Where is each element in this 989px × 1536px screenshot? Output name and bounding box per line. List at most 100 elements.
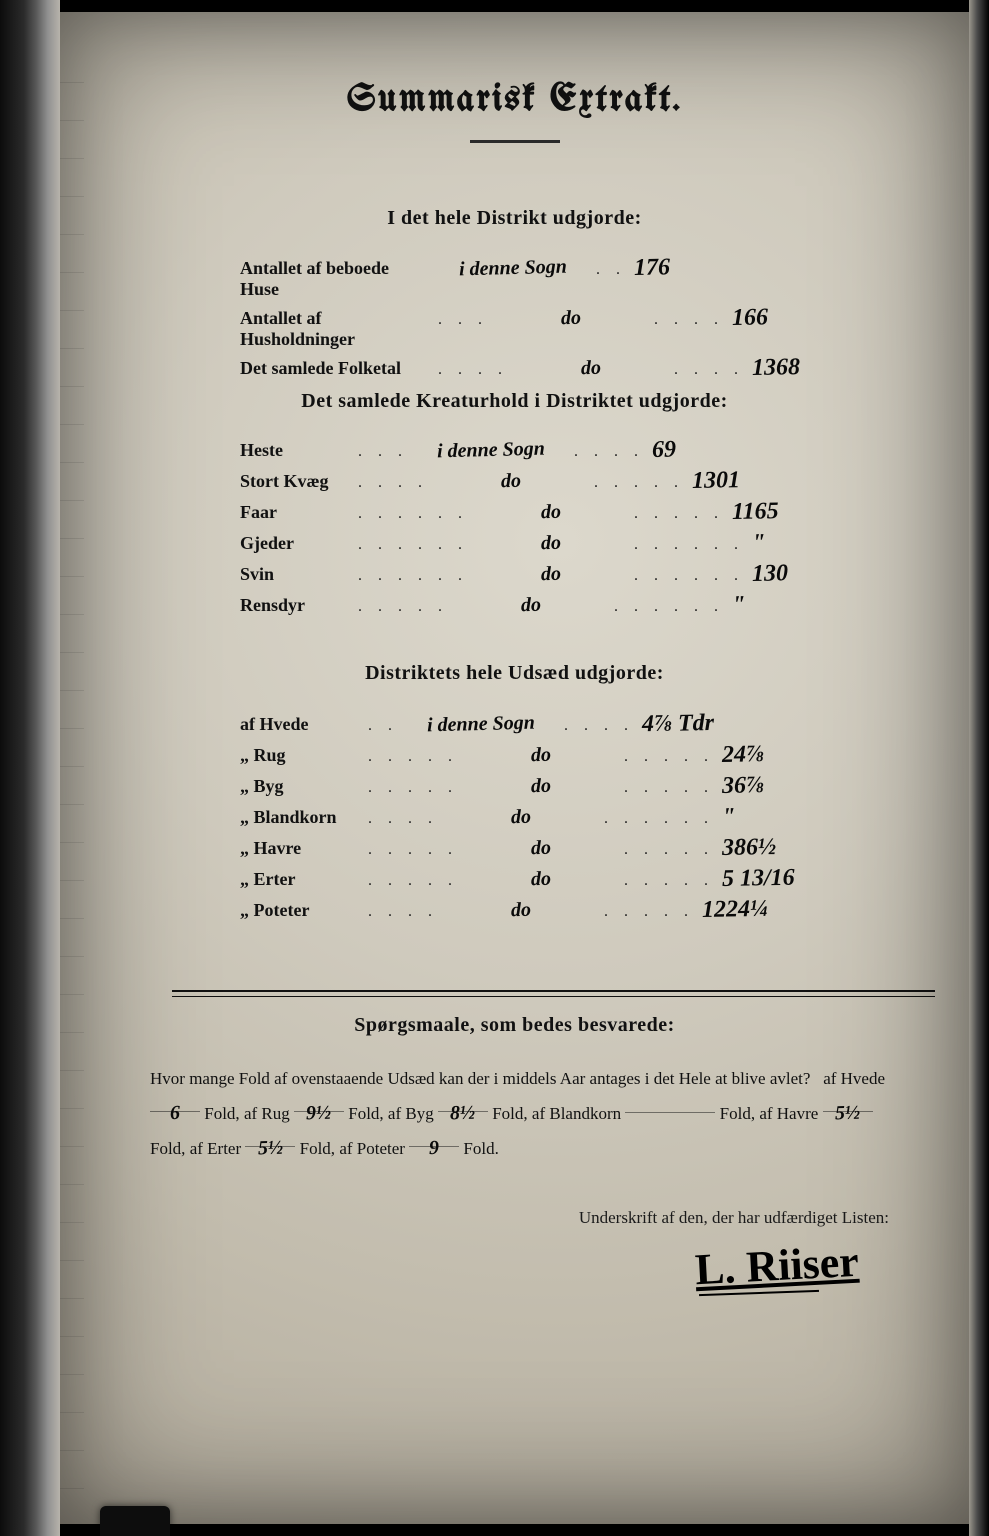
q-item-label: af Rug: [244, 1104, 290, 1123]
row-label: „ Byg: [240, 776, 360, 797]
q-item-value: 5½: [257, 1131, 283, 1166]
dots-icon: . . . . .: [368, 779, 458, 797]
row-value: 69: [652, 435, 762, 464]
table-row: Faar . . . . . . do . . . . . 1165: [240, 498, 800, 525]
page-title: Summarisk Extrakt.: [60, 80, 969, 120]
dots-icon: . . . . .: [634, 505, 724, 523]
q-item-value: 9: [429, 1131, 440, 1165]
signature-caption: Underskrift af den, der har udfærdiget L…: [579, 1208, 889, 1228]
dots-icon: . . . . .: [604, 903, 694, 921]
section-udsad-rows: af Hvede . . i denne Sogn . . . . 4⅞ Tdr…: [240, 706, 800, 927]
title-rule: [470, 140, 560, 143]
q-item-suffix: Fold,: [150, 1139, 185, 1158]
table-row: af Hvede . . i denne Sogn . . . . 4⅞ Tdr: [240, 710, 800, 737]
table-row: Antallet af beboede Huse i denne Sogn . …: [240, 254, 800, 300]
q-item-value: 9½: [306, 1096, 332, 1131]
binding-gutter: [0, 0, 60, 1536]
dots-icon: . . .: [358, 443, 408, 461]
row-mid: do: [466, 742, 617, 769]
row-mid: i denne Sogn: [406, 711, 557, 738]
q-item-label: af Erter: [190, 1139, 241, 1158]
clip-artifact: [100, 1506, 170, 1536]
row-label: Rensdyr: [240, 595, 350, 616]
row-value: 5 13/16: [722, 864, 832, 893]
row-value: 1165: [732, 497, 842, 526]
dots-icon: . . . . . .: [634, 536, 744, 554]
row-mid: i denne Sogn: [438, 255, 589, 282]
section-distrikt-rows: Antallet af beboede Huse i denne Sogn . …: [240, 250, 800, 385]
dots-icon: . . . .: [654, 311, 724, 329]
table-row: „ Blandkorn . . . . do . . . . . . ": [240, 803, 800, 830]
dots-icon: . . . . .: [624, 872, 714, 890]
q-item-value: 5½: [835, 1096, 861, 1131]
row-value: 1368: [752, 353, 862, 382]
ruled-margin: [60, 82, 84, 1524]
q-item-suffix: Fold,: [204, 1104, 239, 1123]
row-label: Faar: [240, 502, 350, 523]
q-item-label: af Byg: [388, 1104, 434, 1123]
dots-icon: . . . . .: [368, 872, 458, 890]
row-mid: i denne Sogn: [416, 437, 567, 464]
dots-icon: . . . .: [438, 361, 508, 379]
row-label: „ Poteter: [240, 900, 360, 921]
row-mid: do: [496, 305, 647, 332]
table-row: Rensdyr . . . . . do . . . . . . ": [240, 591, 800, 618]
row-value: ": [752, 528, 862, 557]
row-mid: do: [476, 561, 627, 588]
table-row: Antallet af Husholdninger . . . do . . .…: [240, 304, 800, 350]
row-mid: do: [466, 773, 617, 800]
table-row: „ Havre . . . . . do . . . . . 386½: [240, 834, 800, 861]
row-value: 176: [634, 253, 744, 282]
row-mid: do: [446, 804, 597, 831]
dots-icon: . . . . . .: [358, 567, 468, 585]
row-value: 4⅞ Tdr: [642, 709, 782, 738]
table-row: „ Erter . . . . . do . . . . . 5 13/16: [240, 865, 800, 892]
row-label: af Hvede: [240, 714, 360, 735]
scan-frame: Summarisk Extrakt. I det hele Distrikt u…: [0, 0, 989, 1536]
dots-icon: . . . . .: [624, 841, 714, 859]
dots-icon: . . . . . .: [358, 536, 468, 554]
dots-icon: . . . . .: [624, 748, 714, 766]
table-row: „ Poteter . . . . do . . . . . 1224¼: [240, 896, 800, 923]
row-label: Gjeder: [240, 533, 350, 554]
questions-lead: Hvor mange Fold af ovenstaaende Udsæd ka…: [150, 1069, 810, 1088]
row-label: Antallet af Husholdninger: [240, 308, 430, 350]
row-label: Det samlede Folketal: [240, 358, 430, 379]
section-kreatur-rows: Heste . . . i denne Sogn . . . . 69 Stor…: [240, 432, 800, 622]
row-label: „ Blandkorn: [240, 807, 360, 828]
row-mid: do: [516, 355, 667, 382]
row-label: Antallet af beboede Huse: [240, 258, 430, 300]
dots-icon: . . . .: [564, 717, 634, 735]
dots-icon: . .: [596, 261, 626, 279]
row-label: Svin: [240, 564, 350, 585]
section-distrikt: I det hele Distrikt udgjorde:: [60, 207, 969, 230]
row-mid: do: [456, 592, 607, 619]
dots-icon: . . . . . .: [358, 505, 468, 523]
dots-icon: . . . . .: [358, 598, 448, 616]
row-mid: do: [466, 866, 617, 893]
divider-double-line: [172, 990, 935, 997]
table-row: Det samlede Folketal . . . . do . . . . …: [240, 354, 800, 381]
dots-icon: . . . . .: [368, 748, 458, 766]
section-heading: Det samlede Kreaturhold i Distriktet udg…: [60, 390, 969, 413]
table-row: Svin . . . . . . do . . . . . . 130: [240, 560, 800, 587]
row-label: Stort Kvæg: [240, 471, 350, 492]
row-mid: do: [476, 530, 627, 557]
row-value: 130: [752, 559, 862, 588]
page-edge-right: [969, 0, 989, 1536]
row-value: 24⅞: [722, 740, 832, 769]
q-item-suffix: Fold,: [492, 1104, 527, 1123]
dots-icon: . . . . .: [594, 474, 684, 492]
row-mid: do: [476, 499, 627, 526]
q-item-suffix: Fold,: [300, 1139, 335, 1158]
section-udsad: Distriktets hele Udsæd udgjorde:: [60, 662, 969, 685]
q-item-label: af Hvede: [823, 1069, 885, 1088]
dots-icon: . . . . . .: [604, 810, 714, 828]
dots-icon: . . . .: [358, 474, 428, 492]
row-label: Heste: [240, 440, 350, 461]
q-item-label: af Blandkorn: [532, 1104, 621, 1123]
dots-icon: . .: [368, 717, 398, 735]
dots-icon: . . . . .: [624, 779, 714, 797]
q-item-value: 6: [170, 1096, 181, 1130]
row-mid: do: [446, 897, 597, 924]
